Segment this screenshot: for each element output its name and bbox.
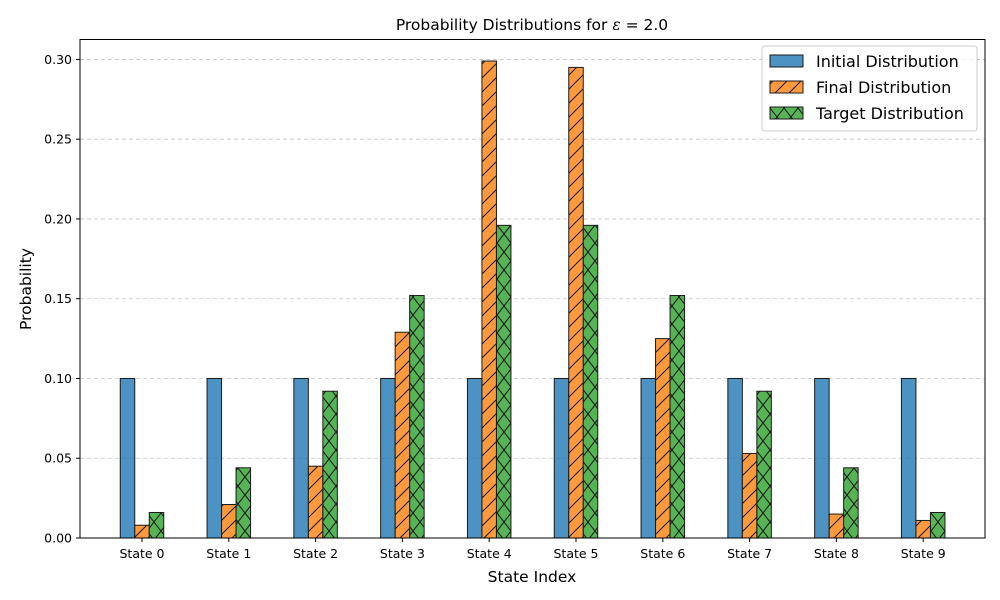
legend-label: Target Distribution (815, 104, 964, 123)
y-tick-label: 0.25 (44, 132, 72, 147)
y-tick-label: 0.10 (44, 371, 72, 386)
y-tick-label: 0.20 (44, 211, 72, 226)
legend-label: Final Distribution (816, 78, 951, 97)
bar-target-distribution (669, 295, 686, 539)
bar-final-distribution (221, 504, 237, 539)
bar-final-distribution (394, 331, 411, 539)
bar-initial-distribution (206, 377, 223, 539)
bar-initial-distribution (900, 377, 917, 539)
legend: Initial Distribution Final Distribution Ta… (761, 45, 978, 132)
bar-target-distribution (495, 224, 512, 539)
y-tick-label: 0.00 (44, 531, 72, 546)
bar-initial-distribution (380, 377, 396, 539)
bars (119, 60, 946, 539)
x-tick-label: State 9 (901, 546, 946, 561)
grid-lines (80, 59, 985, 459)
bar-target-distribution (756, 390, 772, 539)
legend-item: Target Distribution (769, 104, 964, 123)
bar-final-distribution (828, 513, 845, 539)
y-axis: 0.00 0.05 0.10 0.15 0.20 0.25 0.30 (44, 52, 80, 546)
x-tick-label: State 5 (553, 546, 598, 561)
chart-title: Probability Distributions for ε = 2.0 (396, 16, 668, 34)
plot-area-frame (79, 39, 986, 539)
legend-item: Initial Distribution (769, 52, 959, 71)
bar-initial-distribution (466, 377, 483, 539)
x-axis-title: State Index (488, 568, 577, 586)
legend-swatch (769, 106, 804, 120)
bar-initial-distribution (640, 377, 657, 539)
bar-final-distribution (741, 452, 758, 539)
bar-target-distribution (843, 467, 859, 539)
bar-final-distribution (134, 524, 150, 539)
bar-final-distribution (655, 338, 671, 539)
bar-initial-distribution (119, 377, 136, 539)
bar-final-distribution (307, 465, 324, 539)
x-tick-label: State 1 (206, 546, 251, 561)
legend-item: Final Distribution (769, 78, 951, 97)
legend-box (761, 45, 978, 132)
x-tick-label: State 3 (380, 546, 425, 561)
bar-target-distribution (409, 295, 425, 539)
bar-initial-distribution (814, 377, 830, 539)
bar-target-distribution (322, 390, 338, 539)
x-tick-label: State 0 (119, 546, 164, 561)
legend-swatch (769, 54, 804, 68)
bar-target-distribution (148, 511, 165, 539)
bar-target-distribution (582, 224, 599, 539)
bar-initial-distribution (293, 377, 309, 539)
bar-target-distribution (929, 511, 946, 539)
x-axis: State 0 State 1 State 2 State 3 State 4 State… (119, 538, 946, 561)
y-tick-label: 0.30 (44, 52, 72, 67)
x-tick-label: State 4 (467, 546, 512, 561)
x-tick-label: State 6 (640, 546, 685, 561)
y-tick-label: 0.05 (44, 451, 72, 466)
bar-initial-distribution (727, 377, 743, 539)
x-tick-label: State 2 (293, 546, 338, 561)
y-axis-title: Probability (17, 248, 35, 330)
bar-final-distribution (481, 60, 497, 539)
bar-target-distribution (235, 467, 252, 539)
x-tick-label: State 8 (814, 546, 859, 561)
y-tick-label: 0.15 (44, 291, 72, 306)
bar-initial-distribution (553, 377, 570, 539)
bar-final-distribution (915, 519, 931, 539)
legend-label: Initial Distribution (816, 52, 959, 71)
legend-swatch (769, 80, 804, 94)
bar-final-distribution (568, 66, 584, 539)
x-tick-label: State 7 (727, 546, 772, 561)
